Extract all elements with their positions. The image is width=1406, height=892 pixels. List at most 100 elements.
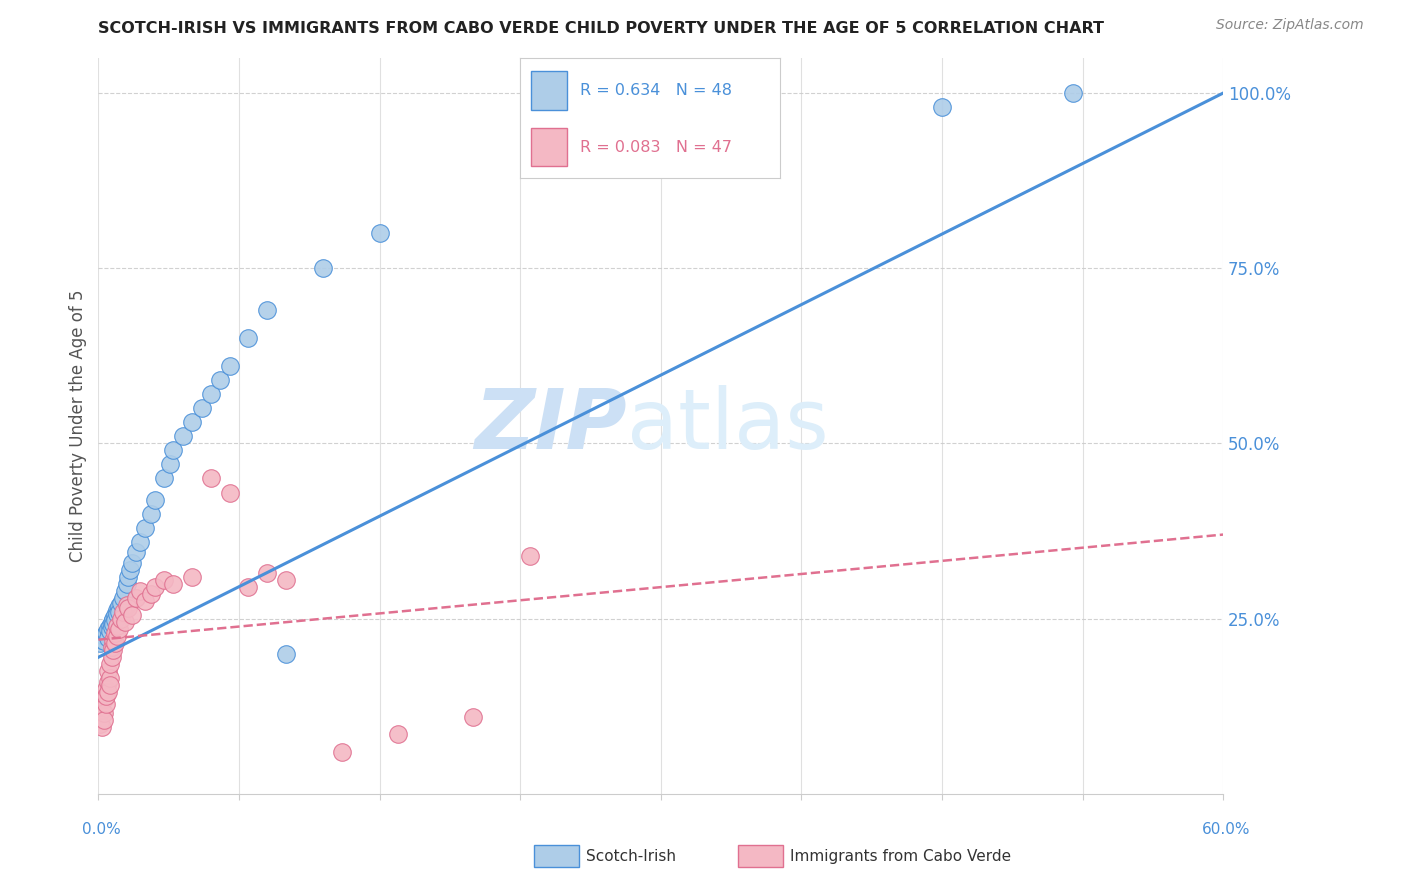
Point (121, 608, 143, 623)
Point (100, 620, 122, 634)
Point (218, 359, 240, 374)
Point (238, 331, 260, 345)
Point (143, 580, 166, 594)
Point (97, 664, 120, 679)
Point (108, 605, 131, 619)
Point (98, 618, 121, 632)
Point (200, 387, 222, 401)
Point (134, 520, 156, 534)
Point (115, 576, 138, 591)
Point (104, 625, 127, 640)
Point (128, 583, 150, 598)
Point (114, 615, 136, 630)
Point (103, 643, 125, 657)
Point (103, 617, 125, 632)
Point (104, 608, 127, 623)
Point (98, 671, 121, 685)
Point (98, 657, 121, 672)
Point (256, 303, 278, 318)
Point (100, 650, 122, 665)
Point (125, 591, 148, 605)
Point (91, 720, 114, 734)
Point (97, 632, 120, 646)
Point (94, 681, 117, 696)
Point (108, 599, 131, 613)
Text: Scotch-Irish: Scotch-Irish (586, 849, 676, 863)
Point (89, 716, 111, 731)
Point (94, 627, 117, 641)
Point (256, 566, 278, 581)
Point (117, 601, 139, 615)
Text: ZIP: ZIP (474, 385, 627, 467)
Point (111, 605, 134, 619)
Point (312, 261, 335, 276)
Point (274, 573, 297, 587)
Point (93, 706, 115, 721)
Point (105, 629, 128, 643)
Point (105, 603, 128, 617)
Point (89, 636, 111, 650)
Point (139, 507, 162, 521)
Point (330, 745, 353, 759)
Point (93, 714, 115, 728)
Point (91, 632, 114, 647)
Point (931, 100, 953, 114)
Point (181, 569, 204, 583)
Point (368, 226, 391, 240)
Point (98, 678, 121, 692)
Point (110, 612, 132, 626)
Text: atlas: atlas (627, 385, 828, 467)
Point (238, 580, 260, 594)
Text: Immigrants from Cabo Verde: Immigrants from Cabo Verde (790, 849, 1011, 863)
Point (94, 689, 117, 703)
Point (274, 647, 297, 661)
Point (98, 624, 121, 639)
Text: Source: ZipAtlas.com: Source: ZipAtlas.com (1216, 18, 1364, 31)
Point (387, 727, 409, 741)
Point (100, 615, 122, 630)
Y-axis label: Child Poverty Under the Age of 5: Child Poverty Under the Age of 5 (69, 290, 87, 562)
Point (200, 471, 222, 485)
Bar (530, 128, 567, 166)
Point (91, 703, 114, 717)
Bar (530, 71, 567, 110)
Point (97, 685, 120, 699)
Point (128, 534, 150, 549)
Text: R = 0.634   N = 48: R = 0.634 N = 48 (581, 83, 733, 98)
Point (121, 556, 143, 570)
Point (139, 587, 162, 601)
Point (103, 632, 125, 647)
Point (162, 576, 184, 591)
Point (108, 622, 131, 636)
Point (218, 485, 240, 500)
Text: R = 0.083   N = 47: R = 0.083 N = 47 (581, 139, 733, 154)
Point (93, 634, 115, 648)
Point (172, 429, 194, 443)
Point (190, 401, 212, 416)
Text: 0.0%: 0.0% (82, 822, 121, 837)
Point (519, 549, 541, 563)
Point (103, 612, 125, 626)
Text: SCOTCH-IRISH VS IMMIGRANTS FROM CABO VERDE CHILD POVERTY UNDER THE AGE OF 5 CORR: SCOTCH-IRISH VS IMMIGRANTS FROM CABO VER… (98, 21, 1105, 36)
Text: 60.0%: 60.0% (1202, 822, 1250, 837)
Point (117, 569, 139, 583)
Point (94, 625, 117, 640)
Point (209, 373, 232, 387)
Point (105, 607, 128, 622)
Point (104, 613, 127, 627)
Point (120, 563, 142, 577)
Point (115, 598, 138, 612)
Point (153, 573, 176, 587)
Point (104, 636, 127, 650)
Point (110, 596, 132, 610)
Point (97, 674, 120, 689)
Point (97, 622, 120, 636)
Point (111, 591, 134, 605)
Point (159, 458, 181, 472)
Point (153, 471, 176, 485)
Point (114, 583, 136, 598)
Point (181, 416, 204, 430)
Point (134, 594, 156, 608)
Point (463, 710, 485, 724)
Point (94, 697, 117, 711)
